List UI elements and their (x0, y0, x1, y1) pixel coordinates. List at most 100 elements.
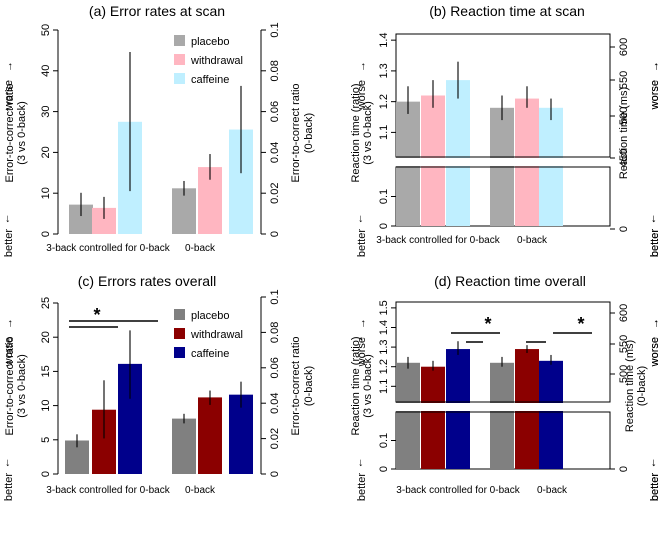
x-category-label: 0-back (185, 243, 216, 254)
worse-label: worse (356, 80, 368, 110)
y-tick-label: 1.5 (378, 300, 390, 315)
bar-withdrawal (198, 397, 222, 474)
legend-label: caffeine (191, 74, 229, 86)
y-tick-label-right: 0.06 (269, 101, 281, 122)
axis-break-gap (395, 403, 611, 411)
y-tick-label: 1.3 (378, 339, 390, 354)
y-tick-label: 1.3 (378, 63, 390, 78)
better-arrow-right: better → (649, 214, 661, 258)
better-arrow-right: better → (649, 458, 661, 502)
axis-break-gap (395, 158, 611, 166)
y-tick-label: 0 (378, 223, 390, 229)
better-label: better (649, 229, 661, 257)
down-arrow-icon: → (3, 214, 15, 225)
worse-arrow-left: worse → (356, 318, 368, 367)
worse-arrow-right: worse → (649, 61, 661, 110)
x-category-label: 3-back controlled for 0-back (46, 485, 170, 496)
worse-arrow-left: worse → (3, 318, 15, 367)
y-tick-label-right: 0 (269, 471, 281, 477)
y-tick-label: 1.1 (378, 125, 390, 140)
down-arrow-icon: → (649, 214, 661, 225)
y-tick-label-right: 550 (618, 71, 630, 89)
y-axis-label-left: Error-to-correct ratio (4, 336, 16, 435)
better-arrow-left: better → (356, 214, 368, 258)
down-arrow-icon: → (3, 458, 15, 469)
bar-withdrawal (421, 366, 445, 469)
y-tick-label: 1.1 (378, 379, 390, 394)
up-arrow-icon: → (649, 61, 661, 72)
y-tick-label-right: 0.1 (269, 289, 281, 304)
worse-label: worse (649, 337, 661, 367)
bar-placebo (172, 188, 196, 234)
y-tick-label: 0.1 (378, 189, 390, 204)
worse-label: worse (649, 80, 661, 110)
legend-swatch (174, 73, 185, 84)
worse-label: worse (3, 337, 15, 367)
y-tick-label: 1.4 (378, 320, 390, 335)
better-label: better (3, 229, 15, 257)
y-axis-label-right: (0-back) (303, 366, 315, 406)
y-axis-label-right: Error-to-correct ratio (290, 336, 302, 435)
better-label: better (649, 473, 661, 501)
y-tick-label: 0.1 (378, 433, 390, 448)
up-arrow-icon: → (649, 318, 661, 329)
y-tick-label-right: 0 (618, 466, 630, 472)
worse-arrow-left: worse → (3, 61, 15, 110)
y-axis-label-right: (0-back) (636, 366, 648, 406)
worse-label: worse (649, 337, 661, 367)
worse-arrow-right: worse → (649, 61, 661, 110)
chart-title: (c) Errors rates overall (78, 273, 216, 289)
y-tick-label-right: 500 (618, 107, 630, 125)
y-tick-label-right: 0.08 (269, 60, 281, 81)
worse-label: worse (3, 80, 15, 110)
up-arrow-icon: → (3, 61, 15, 72)
y-tick-label-right: 0.02 (269, 182, 281, 203)
legend-label: withdrawal (190, 55, 243, 67)
y-axis-label-right: Reaction time (ms) (618, 87, 630, 179)
y-tick-label: 10 (40, 399, 52, 411)
y-tick-label-right: 550 (618, 335, 630, 353)
y-axis-label-left: (3 vs 0-back) (362, 101, 374, 165)
up-arrow-icon: → (649, 61, 661, 72)
y-tick-label: 15 (40, 365, 52, 377)
worse-label: worse (649, 80, 661, 110)
y-tick-label-right: 600 (618, 38, 630, 56)
x-category-label: 3-back controlled for 0-back (46, 243, 170, 254)
y-axis-label-left: (3 vs 0-back) (362, 354, 374, 418)
significance-star: * (577, 314, 584, 334)
y-tick-label: 10 (40, 187, 52, 199)
down-arrow-icon: → (356, 214, 368, 225)
legend-swatch (174, 54, 185, 65)
legend-swatch (174, 347, 185, 358)
y-tick-label: 0 (378, 466, 390, 472)
y-tick-label-right: 0.04 (269, 392, 281, 413)
y-tick-label: 1.4 (378, 33, 390, 48)
better-arrow-right: better → (649, 458, 661, 502)
y-tick-label: 50 (40, 24, 52, 36)
y-tick-label: 30 (40, 105, 52, 117)
up-arrow-icon: → (356, 318, 368, 329)
worse-arrow-right: worse → (649, 318, 661, 367)
y-tick-label-right: 0 (618, 226, 630, 232)
up-arrow-icon: → (649, 318, 661, 329)
bar-placebo (172, 418, 196, 474)
y-axis-label-right: (0-back) (303, 113, 315, 153)
x-category-label: 3-back controlled for 0-back (396, 485, 520, 496)
legend-swatch (174, 35, 185, 46)
y-tick-label-right: 450 (618, 149, 630, 167)
y-tick-label-right: 600 (618, 304, 630, 322)
y-axis-label-left: Reaction time (ratio) (350, 83, 362, 182)
up-arrow-icon: → (356, 61, 368, 72)
down-arrow-icon: → (649, 214, 661, 225)
down-arrow-icon: → (356, 458, 368, 469)
y-axis-label-left: Reaction time (ratio) (350, 336, 362, 435)
worse-label: worse (356, 337, 368, 367)
legend-label: placebo (191, 310, 230, 322)
significance-star: * (93, 305, 100, 325)
down-arrow-icon: → (649, 458, 661, 469)
y-tick-label-right: 0.08 (269, 322, 281, 343)
legend-label: withdrawal (190, 329, 243, 341)
y-tick-label-right: 0.06 (269, 357, 281, 378)
x-category-label: 3-back controlled for 0-back (376, 235, 500, 246)
